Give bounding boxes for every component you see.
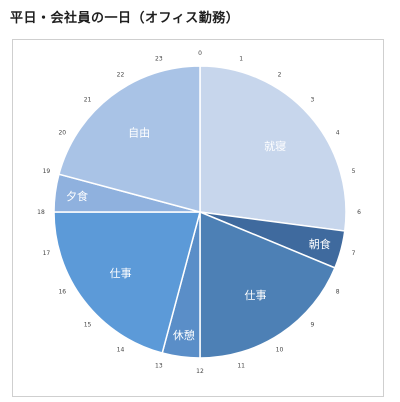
hour-tick-3: 3	[311, 97, 315, 104]
hour-tick-21: 21	[84, 97, 92, 104]
pie-slice-0	[199, 65, 347, 232]
slice-label-6: 自由	[128, 126, 150, 140]
hour-tick-8: 8	[336, 289, 340, 296]
hour-tick-11: 11	[237, 363, 245, 370]
pie-slices	[53, 65, 347, 359]
hour-tick-4: 4	[336, 130, 340, 137]
hour-tick-16: 16	[58, 289, 66, 296]
hour-tick-0: 0	[198, 50, 202, 57]
pie-slice-2	[199, 210, 336, 359]
slice-label-4: 仕事	[110, 267, 132, 280]
hour-tick-19: 19	[43, 168, 51, 175]
pie-slice-6	[58, 65, 201, 213]
hour-tick-23: 23	[155, 55, 163, 62]
hour-tick-14: 14	[117, 347, 125, 354]
pie-slice-4	[53, 211, 201, 354]
hour-tick-22: 22	[117, 71, 125, 78]
slice-label-2: 仕事	[245, 289, 267, 302]
hour-tick-1: 1	[239, 55, 243, 62]
hour-tick-7: 7	[352, 250, 356, 257]
hour-tick-15: 15	[84, 321, 92, 328]
slice-label-0: 就寝	[264, 139, 286, 153]
hour-tick-20: 20	[58, 130, 66, 137]
hour-tick-2: 2	[278, 71, 282, 78]
hour-tick-9: 9	[311, 321, 315, 328]
hour-tick-6: 6	[357, 209, 361, 216]
page-title: 平日・会社員の一日（オフィス勤務）	[10, 11, 240, 26]
hour-tick-18: 18	[37, 209, 45, 216]
hour-tick-10: 10	[276, 347, 284, 354]
slice-label-5: 夕食	[66, 189, 88, 203]
hour-tick-13: 13	[155, 363, 163, 370]
slice-label-3: 休憩	[173, 328, 195, 342]
slice-label-1: 朝食	[309, 237, 331, 251]
hour-tick-5: 5	[352, 168, 356, 175]
hour-tick-17: 17	[43, 250, 51, 257]
hour-tick-12: 12	[196, 368, 204, 375]
